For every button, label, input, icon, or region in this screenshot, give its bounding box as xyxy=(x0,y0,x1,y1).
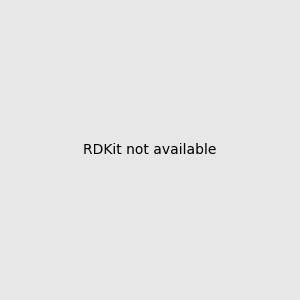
Text: RDKit not available: RDKit not available xyxy=(83,143,217,157)
